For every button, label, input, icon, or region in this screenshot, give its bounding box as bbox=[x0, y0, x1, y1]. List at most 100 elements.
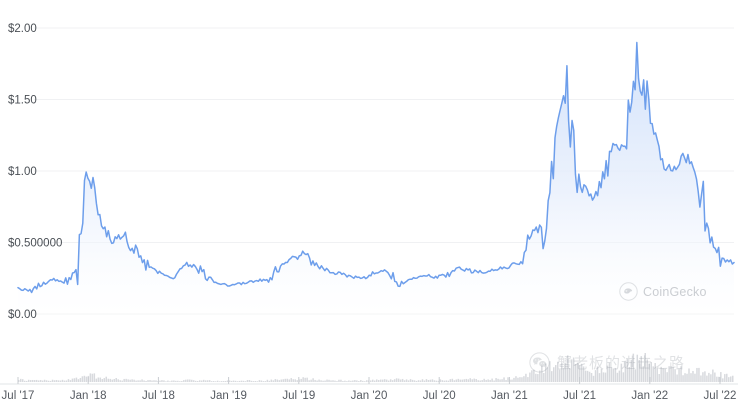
volume-bar bbox=[240, 380, 243, 382]
volume-bar bbox=[660, 366, 662, 382]
volume-bar bbox=[83, 375, 86, 382]
volume-bar bbox=[646, 359, 648, 382]
volume-bar bbox=[706, 375, 708, 382]
volume-bar bbox=[290, 378, 292, 382]
volume-bar bbox=[121, 380, 123, 382]
volume-bar bbox=[441, 380, 444, 382]
volume-bar bbox=[604, 372, 607, 382]
x-tick-label: Jul '19 bbox=[282, 390, 315, 402]
volume-bar bbox=[698, 367, 700, 382]
price-line bbox=[17, 41, 735, 294]
volume-bar bbox=[230, 380, 233, 382]
volume-bar bbox=[222, 381, 225, 382]
volume-bar bbox=[149, 380, 151, 382]
volume-bar bbox=[151, 380, 153, 382]
volume-bar bbox=[143, 380, 145, 382]
volume-bar bbox=[294, 379, 296, 382]
volume-bar bbox=[324, 380, 326, 382]
volume-bar bbox=[455, 379, 458, 382]
volume-bar bbox=[616, 372, 619, 382]
volume-bar bbox=[187, 379, 189, 382]
volume-bar bbox=[169, 381, 171, 382]
volume-bar bbox=[379, 379, 382, 382]
volume-bar bbox=[296, 380, 298, 382]
volume-bar bbox=[505, 380, 507, 382]
volume-bar bbox=[590, 373, 593, 382]
volume-bar bbox=[728, 377, 730, 382]
volume-bar bbox=[81, 376, 84, 382]
volume-bar bbox=[155, 380, 157, 382]
volume-bar bbox=[197, 380, 199, 382]
volume-bar bbox=[574, 364, 577, 382]
volume-bar bbox=[696, 367, 698, 382]
volume-bar bbox=[672, 367, 674, 382]
volume-bar bbox=[95, 378, 98, 382]
volume-bar bbox=[43, 379, 46, 382]
volume-bar bbox=[234, 380, 237, 382]
volume-bar bbox=[119, 380, 121, 382]
volume-bar bbox=[443, 380, 446, 382]
volume-bar bbox=[284, 378, 287, 382]
volume-bar bbox=[600, 368, 603, 382]
x-tick-label: Jul '17 bbox=[2, 390, 35, 402]
volume-bar bbox=[429, 379, 432, 382]
volume-bar bbox=[495, 378, 497, 382]
volume-bar bbox=[553, 367, 555, 382]
volume-bar bbox=[147, 380, 149, 382]
volume-bar bbox=[487, 379, 489, 382]
volume-bar bbox=[280, 379, 283, 382]
volume-bar bbox=[254, 381, 257, 382]
volume-bar bbox=[606, 365, 609, 382]
volume-bar bbox=[179, 381, 181, 382]
volume-bar bbox=[423, 380, 426, 382]
volume-bar bbox=[648, 363, 650, 382]
volume-bar bbox=[214, 381, 217, 382]
volume-bar bbox=[330, 380, 332, 382]
volume-bar bbox=[598, 373, 601, 382]
volume-bar bbox=[364, 381, 366, 382]
volume-bar bbox=[332, 380, 334, 382]
volume-bar bbox=[521, 377, 523, 382]
volume-bar bbox=[491, 378, 493, 382]
volume-bar bbox=[27, 379, 30, 382]
volume-bar bbox=[656, 368, 658, 382]
volume-bar bbox=[195, 380, 197, 382]
volume-bar bbox=[244, 381, 247, 382]
volume-bar bbox=[509, 379, 511, 382]
volume-bar bbox=[397, 378, 400, 382]
volume-bar bbox=[507, 377, 509, 382]
volume-bar bbox=[533, 369, 535, 382]
volume-bar bbox=[133, 379, 135, 382]
volume-bar bbox=[226, 380, 229, 382]
volume-bar bbox=[374, 380, 376, 382]
volume-bar bbox=[173, 380, 175, 382]
volume-bar bbox=[85, 376, 88, 382]
volume-bar bbox=[700, 375, 702, 382]
volume-bar bbox=[67, 379, 70, 382]
volume-bar bbox=[632, 353, 635, 382]
volume-bar bbox=[37, 380, 40, 382]
volume-bar bbox=[562, 368, 565, 382]
volume-bar bbox=[419, 380, 422, 382]
x-tick-label: Jul '18 bbox=[142, 390, 175, 402]
volume-bar bbox=[228, 380, 231, 382]
volume-bar bbox=[501, 379, 503, 382]
volume-bar bbox=[610, 367, 613, 382]
volume-bar bbox=[477, 380, 479, 382]
volume-bar bbox=[511, 379, 513, 382]
volume-bar bbox=[421, 379, 424, 382]
volume-bar bbox=[564, 363, 567, 382]
volume-bar bbox=[250, 380, 253, 382]
volume-bar bbox=[551, 371, 553, 382]
volume-bar bbox=[61, 379, 64, 382]
volume-bar bbox=[276, 379, 279, 382]
volume-bar bbox=[678, 368, 680, 382]
volume-bar bbox=[710, 374, 712, 382]
x-tick-label: Jan '20 bbox=[351, 390, 388, 402]
volume-bar bbox=[642, 366, 645, 382]
volume-bar bbox=[258, 380, 261, 382]
x-tick-label: Jan '18 bbox=[70, 390, 107, 402]
volume-bar bbox=[556, 361, 559, 382]
volume-bars bbox=[18, 353, 734, 382]
